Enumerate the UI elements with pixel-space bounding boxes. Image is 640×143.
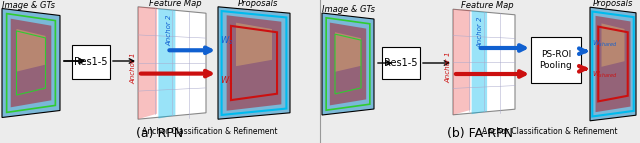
Text: Feature Map: Feature Map xyxy=(461,1,513,10)
Polygon shape xyxy=(236,23,272,66)
Text: Anchor 2: Anchor 2 xyxy=(478,17,484,48)
Polygon shape xyxy=(227,15,282,111)
Text: Res1-5: Res1-5 xyxy=(384,58,418,68)
Polygon shape xyxy=(2,8,60,118)
Polygon shape xyxy=(17,29,45,72)
Text: Res1-5: Res1-5 xyxy=(74,57,108,67)
Polygon shape xyxy=(453,9,515,115)
Text: Anchor Classification & Refinement: Anchor Classification & Refinement xyxy=(483,127,618,136)
Polygon shape xyxy=(595,16,630,112)
Polygon shape xyxy=(330,23,366,105)
Polygon shape xyxy=(335,32,361,72)
Text: $W_{shared}$: $W_{shared}$ xyxy=(592,70,618,80)
FancyBboxPatch shape xyxy=(531,37,581,83)
Polygon shape xyxy=(138,7,206,119)
Text: Anchor 1: Anchor 1 xyxy=(445,51,451,83)
Polygon shape xyxy=(138,7,157,119)
Text: PS-ROI
Pooling: PS-ROI Pooling xyxy=(540,50,572,70)
Text: Proposals: Proposals xyxy=(593,0,633,8)
Text: Feature Map: Feature Map xyxy=(149,0,202,8)
Text: (a) RPN: (a) RPN xyxy=(136,127,184,140)
Polygon shape xyxy=(218,7,290,119)
Polygon shape xyxy=(453,9,470,115)
Text: Proposals: Proposals xyxy=(237,0,278,8)
Polygon shape xyxy=(602,23,625,67)
Text: (b) FA-RPN: (b) FA-RPN xyxy=(447,127,513,140)
Text: Anchor 1: Anchor 1 xyxy=(130,52,136,84)
Polygon shape xyxy=(590,7,636,121)
FancyBboxPatch shape xyxy=(72,45,110,79)
Text: $W_2$: $W_2$ xyxy=(220,35,234,47)
Polygon shape xyxy=(322,13,374,115)
Polygon shape xyxy=(159,9,175,119)
FancyBboxPatch shape xyxy=(382,47,420,79)
Text: $W_1$: $W_1$ xyxy=(220,75,234,87)
Text: Image & GTs: Image & GTs xyxy=(3,1,56,10)
Polygon shape xyxy=(11,19,51,107)
Text: $W_{shared}$: $W_{shared}$ xyxy=(592,39,618,49)
Text: Anchor Classification & Refinement: Anchor Classification & Refinement xyxy=(142,127,278,136)
Text: Image & GTs: Image & GTs xyxy=(321,5,374,14)
Text: Anchor 2: Anchor 2 xyxy=(166,15,173,46)
Polygon shape xyxy=(472,11,487,114)
